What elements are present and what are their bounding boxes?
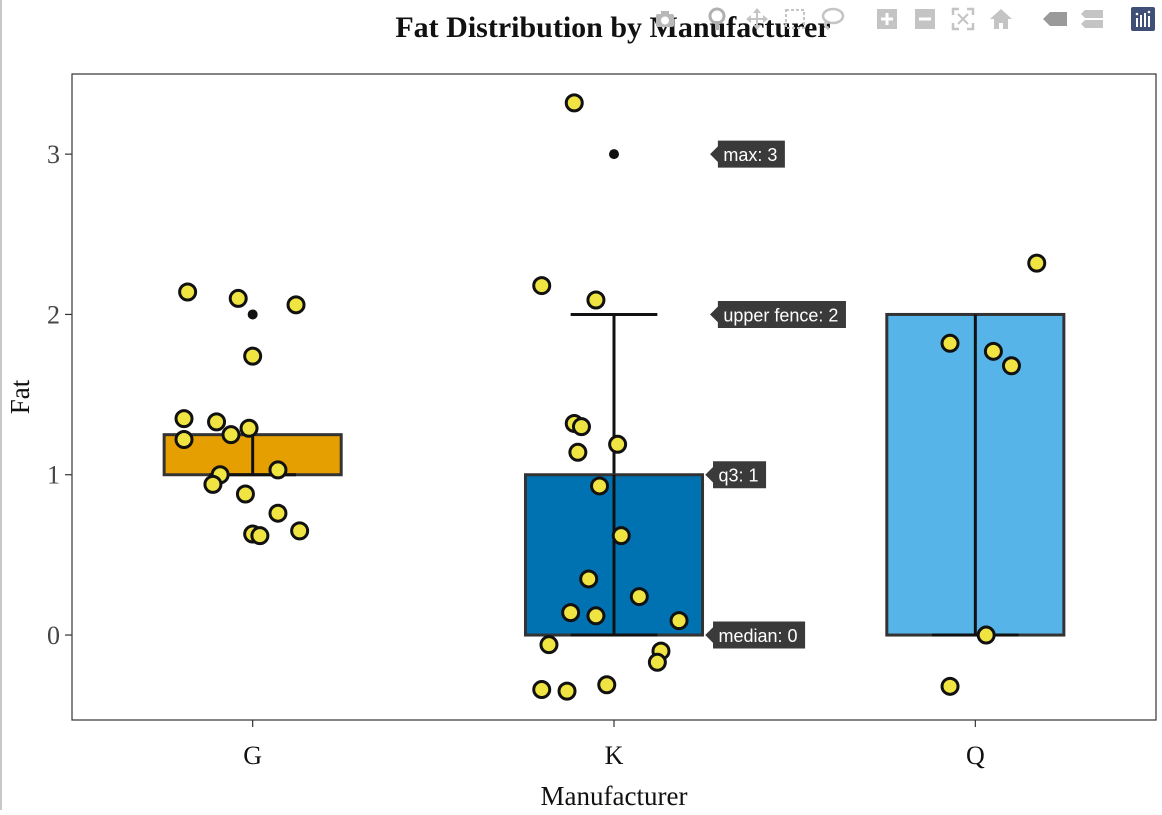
data-point-K-10 (629, 587, 649, 607)
data-point-G-9 (268, 460, 288, 480)
hover-label-1: upper fence: 2 (708, 299, 847, 329)
hover-label-0: max: 3 (708, 139, 786, 169)
data-point-Q-3 (1001, 356, 1021, 376)
box-select-icon[interactable] (782, 6, 808, 32)
data-point-G-2 (286, 295, 306, 315)
window-edge (0, 0, 2, 810)
data-point-G-13 (268, 503, 288, 523)
modebar (652, 6, 1162, 34)
x-tick-label-G: G (243, 741, 262, 770)
x-axis-title: Manufacturer (541, 781, 688, 810)
hover-label-text-1: upper fence: 2 (723, 305, 838, 325)
y-tick-label-2: 2 (47, 300, 60, 329)
plotly-logo-icon[interactable] (1130, 6, 1156, 32)
hover-label-2: q3: 1 (703, 460, 768, 490)
x-tick-label-Q: Q (966, 741, 985, 770)
data-point-K-1 (532, 276, 552, 296)
hover-label-box-0 (708, 139, 786, 169)
home-icon[interactable] (988, 6, 1014, 32)
y-tick-label-3: 3 (47, 140, 60, 169)
zoom-out-icon[interactable] (912, 6, 938, 32)
x-tick-label-K: K (605, 741, 624, 770)
data-point-K-17 (532, 680, 552, 700)
data-point-G-7 (239, 418, 259, 438)
data-point-G-6 (221, 425, 241, 445)
data-point-K-5 (608, 434, 628, 454)
hover-labels-layer: max: 3 upper fence: 2 q3: 1 median: 0 (703, 139, 847, 650)
data-point-G-5 (207, 412, 227, 432)
data-point-G-12 (235, 484, 255, 504)
autoscale-icon[interactable] (950, 6, 976, 32)
hover-label-3: median: 0 (703, 620, 807, 650)
data-point-K-9 (579, 569, 599, 589)
data-point-G-8 (174, 429, 194, 449)
data-point-K-0 (564, 93, 584, 113)
pan-icon[interactable] (704, 6, 730, 32)
data-point-G-0 (178, 282, 198, 302)
hover-label-box-2 (703, 460, 768, 490)
data-point-G-14 (290, 521, 310, 541)
data-point-K-12 (586, 606, 606, 626)
hover-label-box-3 (703, 620, 807, 650)
hover-closest-icon[interactable] (1042, 6, 1068, 32)
data-point-K-16 (647, 652, 667, 672)
hover-label-text-2: q3: 1 (719, 466, 759, 486)
boxes-layer (162, 149, 1066, 637)
camera-icon[interactable] (652, 6, 678, 32)
data-point-G-4 (174, 409, 194, 429)
hover-label-box-1 (708, 299, 847, 329)
data-point-G-3 (243, 346, 263, 366)
data-point-K-7 (590, 476, 610, 496)
data-point-G-1 (228, 288, 248, 308)
y-tick-label-1: 1 (47, 461, 60, 490)
hover-compare-icon[interactable] (1078, 6, 1104, 32)
hover-label-text-3: median: 0 (719, 626, 798, 646)
data-point-K-18 (557, 681, 577, 701)
data-point-K-14 (539, 635, 559, 655)
data-point-G-16 (250, 526, 270, 546)
data-point-K-6 (568, 442, 588, 462)
data-point-Q-0 (1027, 253, 1047, 273)
data-point-K-19 (597, 675, 617, 695)
move-icon[interactable] (744, 6, 770, 32)
data-point-K-4 (571, 417, 591, 437)
data-point-K-8 (611, 526, 631, 546)
lasso-icon[interactable] (820, 6, 846, 32)
data-point-K-2 (586, 290, 606, 310)
data-point-Q-5 (940, 676, 960, 696)
data-point-Q-2 (983, 341, 1003, 361)
data-point-Q-1 (940, 333, 960, 353)
data-point-K-13 (669, 611, 689, 631)
axes-layer: 0 1 2 3 G K Q (47, 140, 985, 770)
points-layer (174, 93, 1047, 701)
data-point-G-11 (203, 474, 223, 494)
zoom-in-icon[interactable] (874, 6, 900, 32)
y-tick-label-0: 0 (47, 621, 60, 650)
data-point-Q-4 (976, 625, 996, 645)
data-point-K-11 (561, 603, 581, 623)
hover-label-text-0: max: 3 (723, 145, 777, 165)
y-axis-title: Fat (5, 379, 35, 414)
outlier-K-0 (609, 149, 619, 160)
outlier-G-0 (247, 309, 258, 320)
